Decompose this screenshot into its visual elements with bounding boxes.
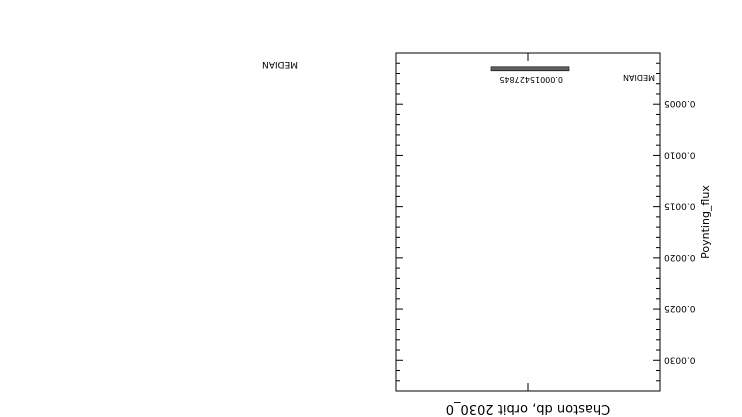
y-axis: 0.0005 0.0010 0.0015 0.0020 0.0025 0.0030 bbox=[396, 52, 696, 392]
chart-title: Chaston db, orbit 2030_0 bbox=[446, 401, 611, 416]
category-label: MEDIAN bbox=[623, 73, 655, 82]
chart-rotated-group: 0.0005 0.0010 0.0015 0.0020 0.0025 0.0030 0.0… bbox=[262, 52, 712, 416]
y-tick-label: 0.0010 bbox=[664, 149, 696, 159]
legend-entry: MEDIAN bbox=[262, 59, 298, 69]
y-tick-label: 0.0020 bbox=[664, 252, 696, 262]
y-tick-label: 0.0015 bbox=[664, 201, 696, 211]
y-tick-label: 0.0025 bbox=[664, 303, 696, 313]
bar bbox=[490, 66, 570, 72]
bars: 0.00015427845 MEDIAN bbox=[490, 66, 655, 84]
bar-value-label: 0.00015427845 bbox=[499, 75, 563, 84]
y-axis-label: Poynting_flux bbox=[699, 185, 712, 259]
y-tick-label: 0.0005 bbox=[664, 98, 696, 108]
plot-frame bbox=[395, 52, 661, 392]
y-tick-label: 0.0030 bbox=[664, 354, 696, 364]
